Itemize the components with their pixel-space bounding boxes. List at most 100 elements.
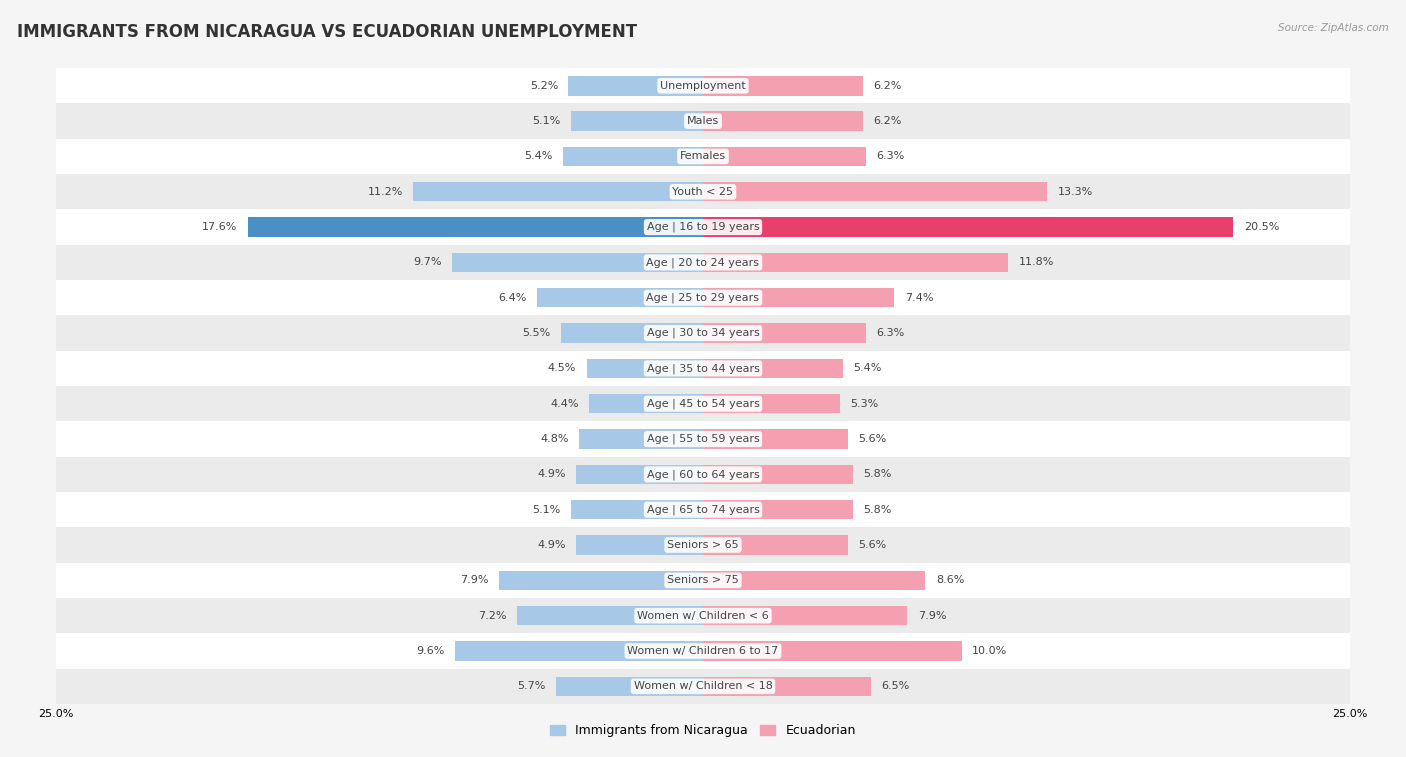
- Bar: [56, 280, 1350, 316]
- Bar: [56, 68, 1350, 104]
- Text: Age | 20 to 24 years: Age | 20 to 24 years: [647, 257, 759, 268]
- Text: Age | 45 to 54 years: Age | 45 to 54 years: [647, 398, 759, 409]
- Bar: [703, 359, 842, 378]
- Bar: [703, 76, 863, 95]
- Bar: [703, 465, 853, 484]
- Bar: [453, 253, 703, 273]
- Bar: [517, 606, 703, 625]
- Text: 10.0%: 10.0%: [972, 646, 1007, 656]
- Bar: [56, 174, 1350, 210]
- Text: Males: Males: [688, 116, 718, 126]
- Bar: [499, 571, 703, 590]
- Bar: [56, 668, 1350, 704]
- Bar: [703, 288, 894, 307]
- Text: 5.7%: 5.7%: [517, 681, 546, 691]
- Bar: [703, 571, 925, 590]
- Text: Youth < 25: Youth < 25: [672, 187, 734, 197]
- Text: Females: Females: [681, 151, 725, 161]
- Bar: [247, 217, 703, 237]
- Text: Seniors > 75: Seniors > 75: [666, 575, 740, 585]
- Bar: [56, 210, 1350, 245]
- Bar: [561, 323, 703, 343]
- Bar: [454, 641, 703, 661]
- Text: 6.4%: 6.4%: [499, 293, 527, 303]
- Bar: [568, 76, 703, 95]
- Text: 5.2%: 5.2%: [530, 81, 558, 91]
- Bar: [579, 429, 703, 449]
- Bar: [703, 111, 863, 131]
- Text: Seniors > 65: Seniors > 65: [668, 540, 738, 550]
- Text: Age | 65 to 74 years: Age | 65 to 74 years: [647, 504, 759, 515]
- Text: Age | 60 to 64 years: Age | 60 to 64 years: [647, 469, 759, 480]
- Text: 13.3%: 13.3%: [1057, 187, 1092, 197]
- Bar: [703, 217, 1233, 237]
- Bar: [589, 394, 703, 413]
- Bar: [703, 500, 853, 519]
- Text: 7.2%: 7.2%: [478, 611, 506, 621]
- Text: 20.5%: 20.5%: [1244, 222, 1279, 232]
- Text: 7.9%: 7.9%: [918, 611, 946, 621]
- Bar: [56, 422, 1350, 456]
- Text: Age | 25 to 29 years: Age | 25 to 29 years: [647, 292, 759, 303]
- Text: Age | 35 to 44 years: Age | 35 to 44 years: [647, 363, 759, 374]
- Text: 4.8%: 4.8%: [540, 434, 568, 444]
- Bar: [703, 535, 848, 555]
- Text: Source: ZipAtlas.com: Source: ZipAtlas.com: [1278, 23, 1389, 33]
- Bar: [555, 677, 703, 696]
- Text: 5.1%: 5.1%: [533, 116, 561, 126]
- Bar: [571, 500, 703, 519]
- Bar: [576, 465, 703, 484]
- Bar: [56, 350, 1350, 386]
- Text: 5.1%: 5.1%: [533, 505, 561, 515]
- Bar: [703, 641, 962, 661]
- Text: 6.2%: 6.2%: [873, 81, 903, 91]
- Text: 4.9%: 4.9%: [537, 469, 565, 479]
- Bar: [537, 288, 703, 307]
- Bar: [586, 359, 703, 378]
- Bar: [56, 528, 1350, 562]
- Text: IMMIGRANTS FROM NICARAGUA VS ECUADORIAN UNEMPLOYMENT: IMMIGRANTS FROM NICARAGUA VS ECUADORIAN …: [17, 23, 637, 41]
- Text: 6.3%: 6.3%: [876, 328, 904, 338]
- Text: 6.5%: 6.5%: [882, 681, 910, 691]
- Text: Unemployment: Unemployment: [661, 81, 745, 91]
- Text: Age | 16 to 19 years: Age | 16 to 19 years: [647, 222, 759, 232]
- Bar: [56, 316, 1350, 350]
- Bar: [413, 182, 703, 201]
- Bar: [56, 562, 1350, 598]
- Text: Age | 55 to 59 years: Age | 55 to 59 years: [647, 434, 759, 444]
- Bar: [571, 111, 703, 131]
- Bar: [703, 253, 1008, 273]
- Bar: [703, 394, 841, 413]
- Text: 7.9%: 7.9%: [460, 575, 488, 585]
- Bar: [703, 429, 848, 449]
- Text: 4.5%: 4.5%: [548, 363, 576, 373]
- Text: 5.4%: 5.4%: [853, 363, 882, 373]
- Text: 17.6%: 17.6%: [202, 222, 238, 232]
- Text: 8.6%: 8.6%: [936, 575, 965, 585]
- Text: 5.5%: 5.5%: [522, 328, 550, 338]
- Bar: [56, 492, 1350, 528]
- Text: 6.3%: 6.3%: [876, 151, 904, 161]
- Legend: Immigrants from Nicaragua, Ecuadorian: Immigrants from Nicaragua, Ecuadorian: [546, 719, 860, 743]
- Text: 5.6%: 5.6%: [858, 434, 886, 444]
- Bar: [56, 456, 1350, 492]
- Text: 5.3%: 5.3%: [851, 399, 879, 409]
- Text: 4.4%: 4.4%: [550, 399, 579, 409]
- Bar: [56, 245, 1350, 280]
- Text: Women w/ Children 6 to 17: Women w/ Children 6 to 17: [627, 646, 779, 656]
- Text: Women w/ Children < 18: Women w/ Children < 18: [634, 681, 772, 691]
- Text: 5.4%: 5.4%: [524, 151, 553, 161]
- Bar: [56, 139, 1350, 174]
- Bar: [703, 323, 866, 343]
- Bar: [56, 598, 1350, 634]
- Bar: [703, 677, 872, 696]
- Text: 9.6%: 9.6%: [416, 646, 444, 656]
- Text: Women w/ Children < 6: Women w/ Children < 6: [637, 611, 769, 621]
- Bar: [56, 104, 1350, 139]
- Bar: [703, 147, 866, 167]
- Text: 4.9%: 4.9%: [537, 540, 565, 550]
- Bar: [56, 386, 1350, 422]
- Text: 11.2%: 11.2%: [367, 187, 404, 197]
- Bar: [56, 634, 1350, 668]
- Text: 7.4%: 7.4%: [905, 293, 934, 303]
